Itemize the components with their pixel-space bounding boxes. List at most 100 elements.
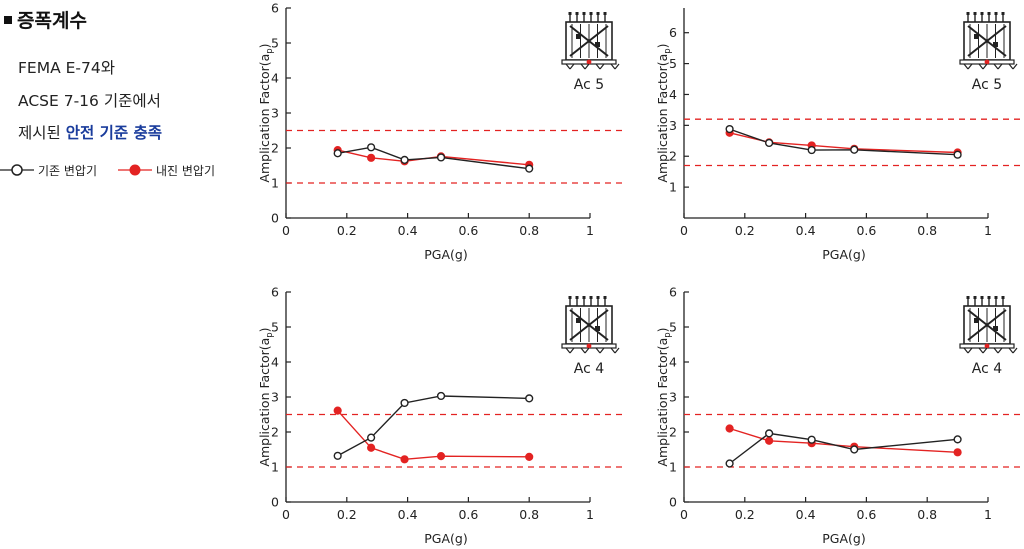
y-tick-label: 5 (271, 36, 279, 51)
x-tick-label: 0.4 (796, 507, 816, 522)
chart-label: Ac 5 (574, 77, 604, 93)
series-line-existing (337, 395, 530, 457)
y-tick-label: 4 (271, 71, 279, 86)
x-tick-label: 0.6 (856, 223, 876, 238)
data-point-existing (367, 433, 376, 442)
y-axis-title-sub: p (663, 48, 673, 53)
data-point-seismic (400, 455, 409, 464)
x-tick-label: 0.8 (917, 507, 937, 522)
y-axis-title-end: ) (655, 43, 670, 48)
series-line-existing (729, 432, 958, 465)
y-axis-title: Amplication Factor(ap) (257, 43, 275, 182)
x-tick-label: 1 (586, 507, 594, 522)
x-axis-title: PGA(g) (822, 247, 865, 262)
x-tick-label: 1 (984, 507, 992, 522)
x-tick-label: 1 (586, 223, 594, 238)
y-tick-label: 2 (669, 149, 677, 164)
transformer-icon (561, 296, 620, 354)
y-tick-label: 3 (271, 390, 279, 405)
series-line-existing (337, 146, 530, 170)
data-point-existing (953, 150, 962, 159)
open-circle-line-icon (0, 164, 34, 176)
y-axis-title-main: Amplication Factor(a (257, 338, 272, 467)
y-tick-label: 6 (271, 1, 279, 16)
y-tick-label: 4 (669, 87, 677, 102)
description-line-3: 제시된 안전 기준 충족 (18, 121, 162, 143)
x-tick-label: 0.6 (458, 223, 478, 238)
y-tick-label: 1 (669, 180, 677, 195)
data-point-seismic (367, 443, 376, 452)
safety-criteria-highlight: 안전 기준 충족 (65, 124, 163, 142)
data-point-seismic (436, 452, 446, 461)
y-tick-label: 4 (271, 355, 279, 370)
x-tick-label: 0 (680, 507, 688, 522)
y-axis-title-end: ) (257, 327, 272, 332)
data-point-existing (333, 149, 342, 158)
series-line-seismic (729, 427, 958, 453)
y-axis-title: Amplication Factor(ap) (257, 327, 275, 466)
chart-top-left: 0 1 2 3 4 5 6 0 0.2 0.4 0.6 0.8 1 PGA(g) Amplication F… (254, 0, 626, 265)
data-point-existing (436, 153, 446, 162)
y-tick-label: 6 (669, 285, 677, 300)
chart-label: Ac 4 (972, 361, 1002, 377)
y-tick-label: 0 (271, 211, 279, 226)
data-point-existing (333, 451, 342, 460)
data-point-existing (953, 435, 962, 444)
data-point-seismic (953, 448, 962, 457)
y-tick-label: 5 (669, 320, 677, 335)
y-tick-label: 1 (669, 460, 677, 475)
line-chart: 0 1 2 3 4 5 6 0 0.2 0.4 0.6 0.8 1 PGA(g) Amplication F… (257, 285, 626, 546)
legend-label-seismic: 내진 변압기 (156, 163, 216, 178)
line-chart: 0 1 2 3 4 5 6 0 0.2 0.4 0.6 0.8 1 PGA(g) Amplication F… (257, 1, 626, 262)
data-point-seismic (765, 436, 774, 445)
data-point-existing (850, 145, 859, 154)
y-axis-title-main: Amplication Factor(a (655, 338, 670, 467)
y-tick-label: 1 (271, 176, 279, 191)
transformer-icon (959, 12, 1018, 70)
y-axis-title-sub: p (663, 332, 673, 337)
x-tick-label: 0.8 (519, 223, 539, 238)
y-axis-title-main: Amplication Factor(a (655, 54, 670, 183)
section-heading-text: 증폭계수 (17, 10, 87, 32)
data-point-existing (850, 445, 859, 454)
description-line-1: FEMA E-74와 (18, 59, 115, 77)
y-tick-label: 5 (669, 56, 677, 71)
x-tick-label: 1 (984, 223, 992, 238)
y-tick-label: 2 (271, 141, 279, 156)
chart-label: Ac 4 (574, 361, 604, 377)
data-point-existing (400, 155, 409, 165)
x-axis-title: PGA(g) (424, 247, 467, 262)
legend-item-existing: 기존 변압기 (0, 160, 97, 180)
description-line-3-prefix: 제시된 (18, 124, 66, 142)
data-point-seismic (367, 153, 376, 162)
x-tick-label: 0.4 (398, 223, 418, 238)
x-tick-label: 0.2 (735, 507, 755, 522)
y-axis-title-end: ) (655, 327, 670, 332)
line-chart: 0 1 2 3 4 5 6 0 0.2 0.4 0.6 0.8 1 PGA(g) Amplication F… (655, 285, 1024, 546)
data-point-existing (765, 138, 774, 148)
x-tick-label: 0.2 (735, 223, 755, 238)
data-point-seismic (525, 452, 534, 461)
x-tick-label: 0.8 (917, 223, 937, 238)
y-axis-title: Amplication Factor(ap) (655, 43, 673, 182)
data-point-existing (725, 124, 734, 134)
data-point-seismic (725, 424, 734, 433)
transformer-icon (561, 12, 620, 70)
legend-label-existing: 기존 변압기 (38, 163, 98, 178)
x-tick-label: 0.2 (337, 507, 357, 522)
x-tick-label: 0 (282, 223, 290, 238)
x-tick-label: 0.4 (398, 507, 418, 522)
transformer-icon (959, 296, 1018, 354)
square-bullet-icon (4, 15, 12, 24)
data-point-existing (367, 143, 376, 152)
data-point-existing (765, 429, 774, 438)
chart-top-right: 1 2 3 4 5 6 0 0.2 0.4 0.6 0.8 1 PGA(g) Amplication Fa… (652, 0, 1024, 265)
line-chart: 1 2 3 4 5 6 0 0.2 0.4 0.6 0.8 1 PGA(g) Amplication Fa… (655, 8, 1024, 262)
y-tick-label: 6 (271, 285, 279, 300)
y-tick-label: 2 (669, 425, 677, 440)
y-axis-title: Amplication Factor(ap) (655, 327, 673, 466)
data-point-existing (436, 391, 446, 401)
y-tick-label: 2 (271, 425, 279, 440)
y-tick-label: 0 (271, 495, 279, 510)
y-tick-label: 3 (271, 106, 279, 121)
